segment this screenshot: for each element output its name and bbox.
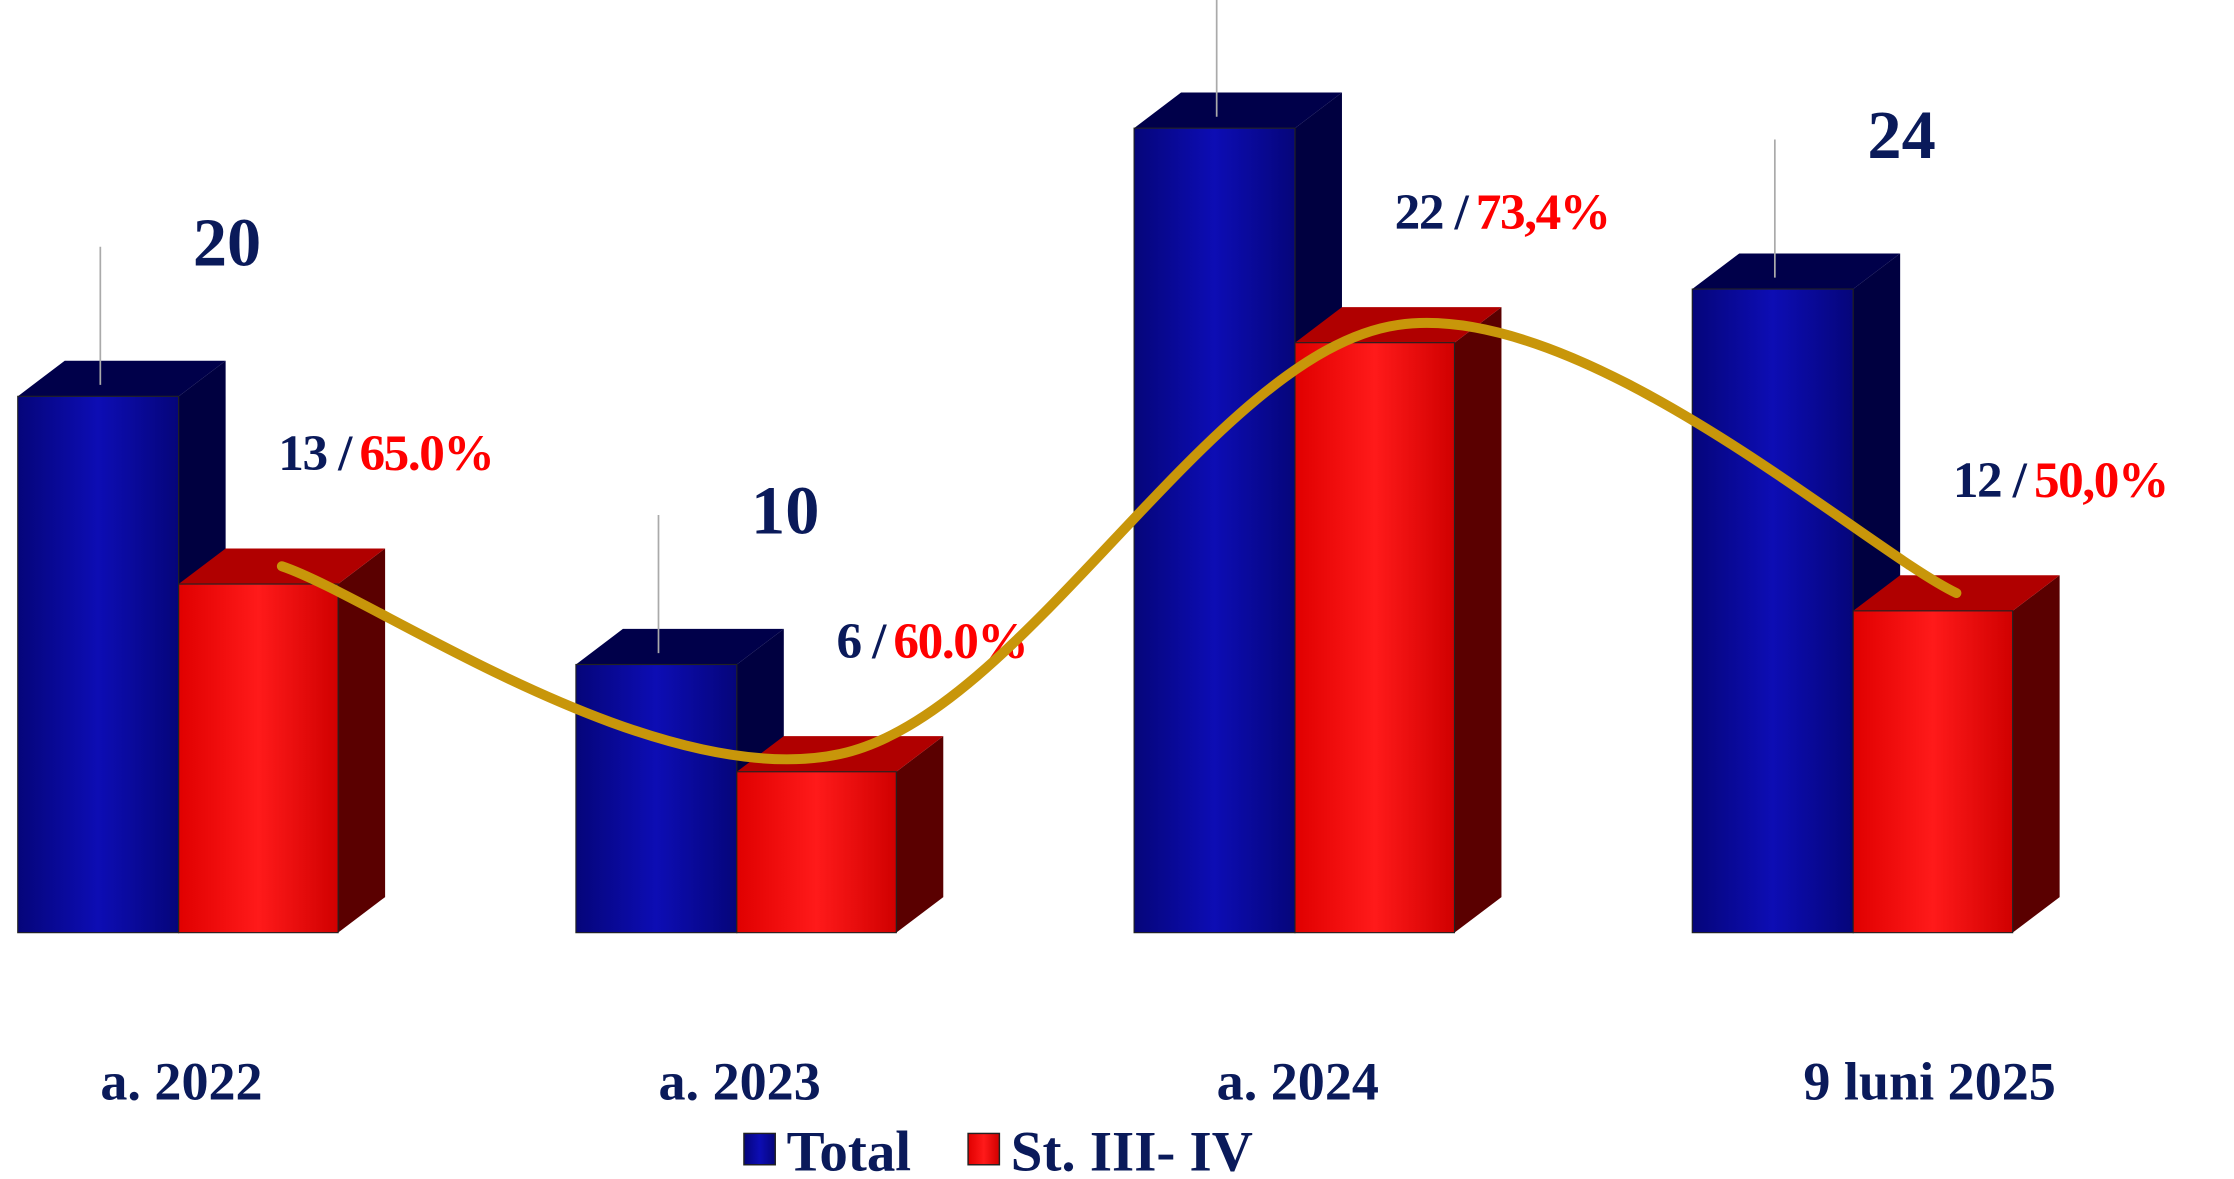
value-label: 6 /60.0% xyxy=(836,613,1027,670)
x-tick-label: a. 2022 xyxy=(100,1051,262,1111)
bar xyxy=(1294,342,1456,934)
value-label: 13 /65.0% xyxy=(278,425,493,482)
bar-top xyxy=(1134,92,1342,129)
value-label: 10 xyxy=(751,472,819,548)
percent-label: 60.0% xyxy=(893,613,1027,670)
count-label: 22 / xyxy=(1395,184,1470,241)
percent-label: 65.0% xyxy=(359,425,493,482)
value-label: 22 /73,4% xyxy=(1395,184,1610,241)
bar xyxy=(1691,288,1854,934)
bar xyxy=(736,771,897,934)
value-label: 30 xyxy=(1309,0,1377,12)
legend-swatch xyxy=(967,1132,1001,1166)
bar-side xyxy=(338,548,386,933)
bar-side xyxy=(1454,307,1502,933)
value-label: 12 /50,0% xyxy=(1953,452,2168,509)
percent-label: 50,0% xyxy=(2034,452,2168,509)
legend-swatch xyxy=(743,1132,776,1166)
percent-label: 73,4% xyxy=(1476,184,1610,241)
count-label: 13 / xyxy=(278,425,353,482)
bar xyxy=(575,663,738,934)
value-label: 20 xyxy=(193,204,261,280)
bar xyxy=(17,395,180,934)
bar-side xyxy=(896,736,944,933)
bar-top xyxy=(17,360,226,397)
trend-line xyxy=(276,318,1962,765)
x-tick-label: a. 2024 xyxy=(1217,1051,1379,1111)
legend-label: Total xyxy=(787,1120,911,1179)
count-label: 12 / xyxy=(1953,452,2028,509)
bar xyxy=(1133,127,1296,934)
bar-top xyxy=(575,628,784,665)
legend-label: St. III- IV xyxy=(1011,1120,1253,1179)
bar-top xyxy=(1692,253,1901,290)
value-label: 24 xyxy=(1867,97,1935,173)
bar-side xyxy=(2012,575,2060,933)
x-tick-label: a. 2023 xyxy=(659,1051,821,1111)
x-tick-label: 9 luni 2025 xyxy=(1803,1051,2056,1111)
bar xyxy=(1852,610,2014,934)
count-label: 6 / xyxy=(836,613,887,670)
bar xyxy=(178,583,339,934)
